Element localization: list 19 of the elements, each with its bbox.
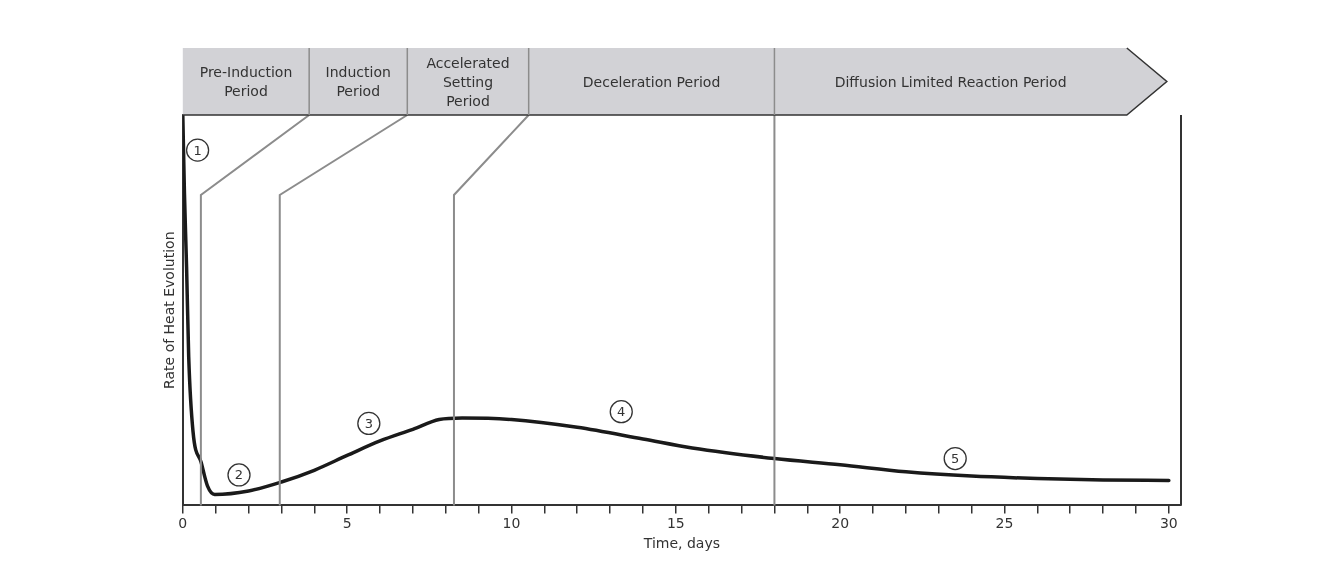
x-axis-title: Time, days: [642, 535, 721, 552]
x-tick-label: 25: [995, 515, 1014, 532]
x-tick-label: 15: [666, 515, 685, 532]
x-tick-label: 10: [502, 515, 521, 532]
annotation: 5: [951, 450, 960, 466]
text: Pre-Induction Period: [199, 64, 293, 99]
annotation: 4: [617, 404, 626, 420]
text: Induction Period: [325, 64, 391, 99]
annotation: 2: [234, 467, 244, 483]
x-tick-label: 0: [178, 515, 188, 532]
annotation: 1: [193, 142, 202, 158]
y-axis-title: Rate of Heat Evolution: [161, 231, 178, 389]
x-tick-label: 20: [831, 515, 850, 532]
text: Diffusion Limited Reaction Period: [834, 73, 1067, 90]
annotation: 3: [364, 415, 373, 431]
text: Deceleration Period: [582, 73, 721, 90]
x-tick-label: 5: [342, 515, 352, 532]
text: Accelerated Setting Period: [426, 54, 510, 109]
x-tick-label: 30: [1159, 515, 1178, 532]
